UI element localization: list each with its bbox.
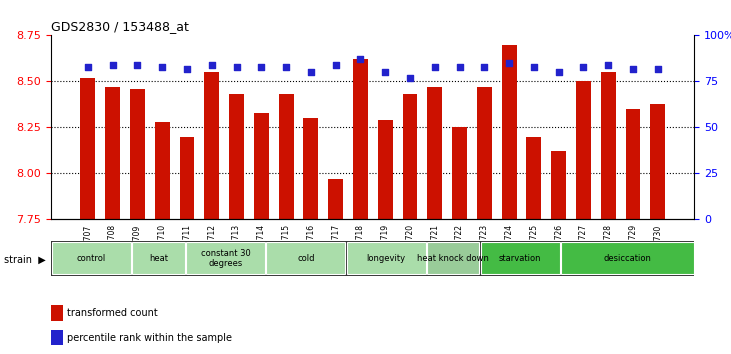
Bar bbox=[266, 242, 346, 274]
Bar bbox=[561, 242, 694, 274]
Bar bbox=[346, 242, 426, 274]
Bar bbox=[353, 59, 368, 219]
Bar bbox=[51, 305, 63, 321]
Text: constant 30
degrees: constant 30 degrees bbox=[200, 249, 250, 268]
Point bbox=[82, 64, 94, 69]
Point bbox=[627, 66, 639, 72]
Text: control: control bbox=[77, 254, 106, 263]
Text: longevity: longevity bbox=[367, 254, 406, 263]
Text: cold: cold bbox=[297, 254, 314, 263]
Point bbox=[479, 64, 491, 69]
Text: transformed count: transformed count bbox=[67, 308, 158, 318]
Bar bbox=[130, 89, 145, 219]
Bar bbox=[526, 137, 542, 219]
Text: heat: heat bbox=[149, 254, 168, 263]
Point bbox=[181, 66, 193, 72]
Point bbox=[503, 60, 515, 66]
Bar bbox=[403, 94, 417, 219]
Bar bbox=[601, 72, 616, 219]
Text: starvation: starvation bbox=[499, 254, 542, 263]
Bar bbox=[576, 81, 591, 219]
Bar bbox=[186, 242, 265, 274]
Point bbox=[602, 62, 614, 68]
Point bbox=[330, 62, 341, 68]
Bar bbox=[52, 242, 131, 274]
Bar bbox=[452, 127, 467, 219]
Bar bbox=[155, 122, 170, 219]
Point bbox=[528, 64, 539, 69]
Bar bbox=[80, 78, 95, 219]
Bar bbox=[254, 113, 269, 219]
Bar bbox=[651, 103, 665, 219]
Bar bbox=[551, 152, 566, 219]
Bar bbox=[180, 137, 194, 219]
Point bbox=[255, 64, 267, 69]
Bar bbox=[51, 330, 63, 345]
Point bbox=[404, 75, 416, 81]
Point bbox=[577, 64, 589, 69]
Bar bbox=[204, 72, 219, 219]
Point bbox=[107, 62, 118, 68]
Point bbox=[231, 64, 243, 69]
Point bbox=[652, 66, 664, 72]
Point bbox=[454, 64, 466, 69]
Bar bbox=[428, 87, 442, 219]
Point bbox=[206, 62, 218, 68]
Bar bbox=[132, 242, 185, 274]
Bar bbox=[229, 94, 244, 219]
Point bbox=[429, 64, 441, 69]
Bar bbox=[626, 109, 640, 219]
Bar bbox=[105, 87, 120, 219]
Bar bbox=[427, 242, 480, 274]
Text: heat knock down: heat knock down bbox=[417, 254, 489, 263]
Bar bbox=[477, 87, 492, 219]
Point bbox=[132, 62, 143, 68]
Bar bbox=[480, 242, 560, 274]
Point bbox=[553, 69, 564, 75]
Bar bbox=[378, 120, 393, 219]
Bar bbox=[303, 118, 318, 219]
Point bbox=[305, 69, 317, 75]
Bar bbox=[501, 45, 517, 219]
Bar bbox=[279, 94, 294, 219]
Point bbox=[379, 69, 391, 75]
Text: GDS2830 / 153488_at: GDS2830 / 153488_at bbox=[51, 20, 189, 33]
Text: strain  ▶: strain ▶ bbox=[4, 255, 45, 265]
Text: percentile rank within the sample: percentile rank within the sample bbox=[67, 333, 232, 343]
Point bbox=[355, 57, 366, 62]
Text: desiccation: desiccation bbox=[604, 254, 651, 263]
Bar bbox=[328, 179, 343, 219]
Point bbox=[156, 64, 168, 69]
Point bbox=[280, 64, 292, 69]
